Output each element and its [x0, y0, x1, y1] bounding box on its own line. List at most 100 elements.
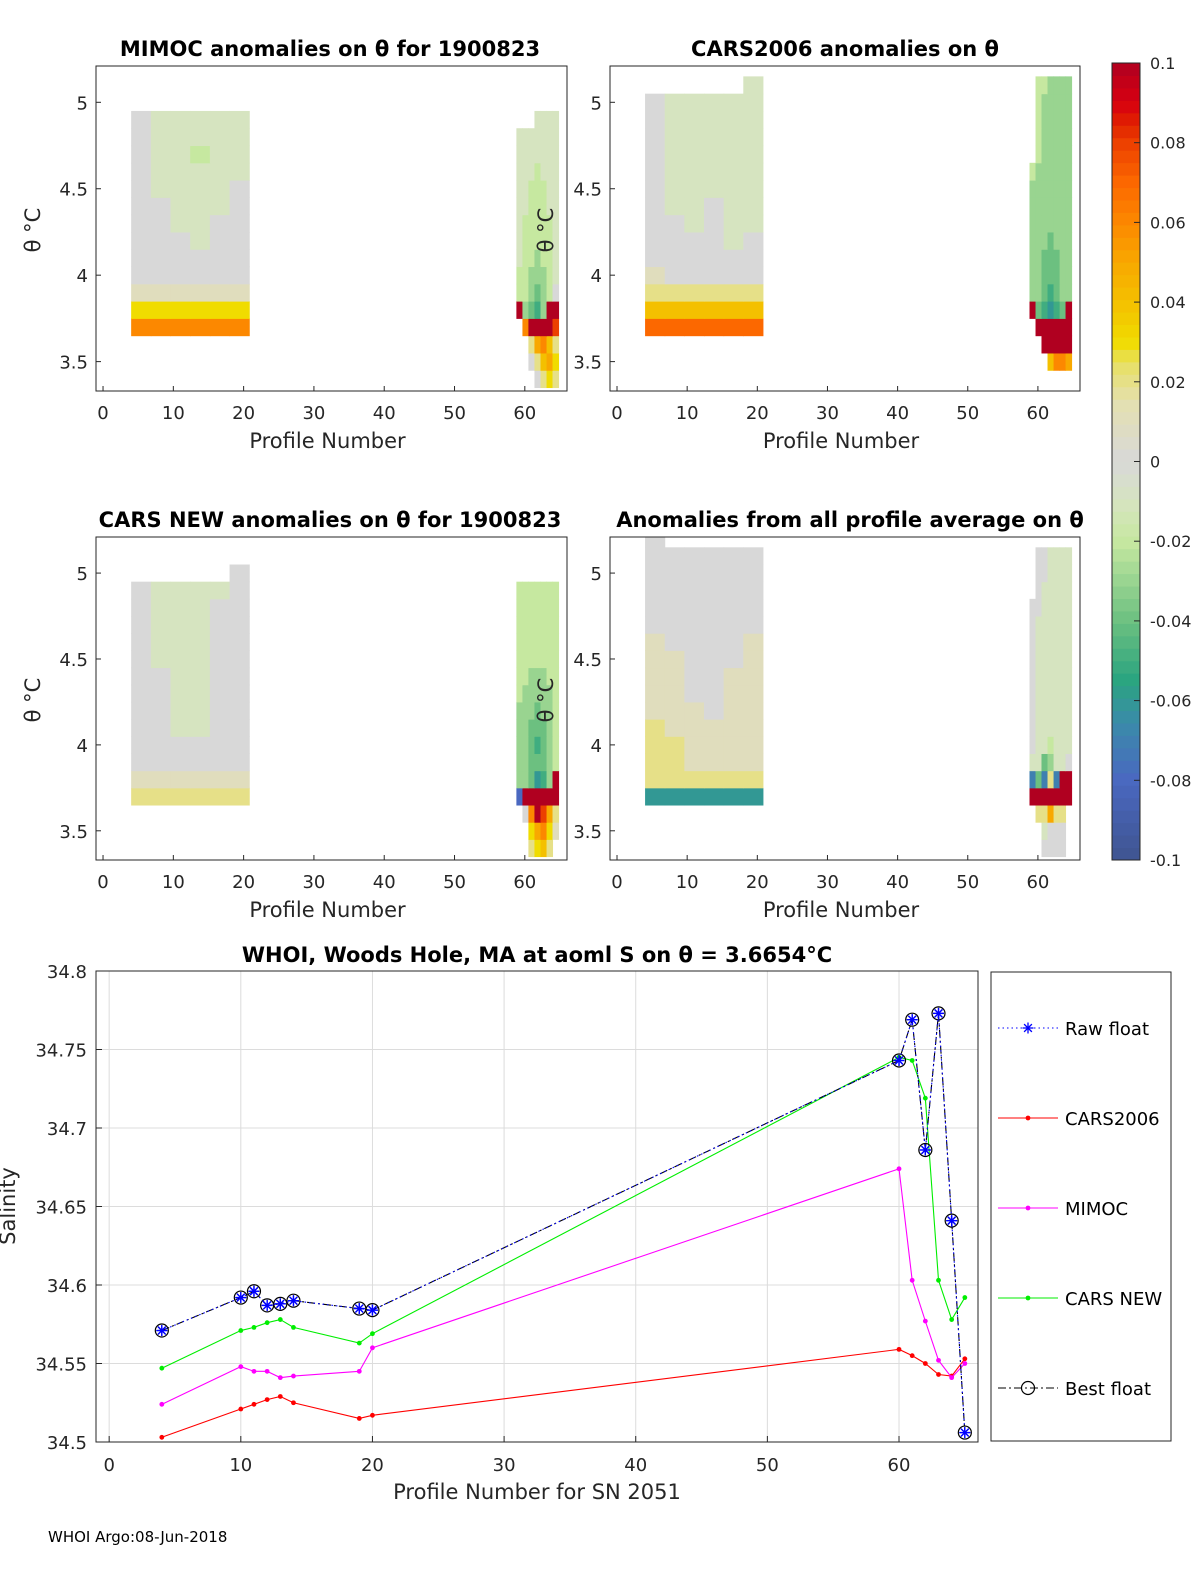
heatmap-cell [1053, 214, 1061, 233]
heatmap-cell [1035, 93, 1042, 112]
heatmap-cell [1035, 805, 1042, 823]
heatmap-cell [540, 684, 548, 703]
heatmap-cell [645, 650, 666, 669]
heatmap-cell [1041, 616, 1049, 634]
x-tick-label: 20 [746, 872, 769, 893]
heatmap-cell [190, 701, 211, 720]
legend-entry-cars2006: CARS2006 [998, 1109, 1160, 1130]
heatmap-cell [534, 180, 541, 198]
heatmap-cell [516, 145, 523, 164]
x-tick-label: 40 [886, 403, 909, 424]
colorbar-swatch [1112, 299, 1140, 313]
colorbar-tick-label: 0.06 [1150, 213, 1186, 232]
heatmap-cell [704, 547, 725, 565]
heatmap-cell [546, 352, 554, 371]
heatmap-cell [1053, 719, 1061, 737]
heatmap-cell [209, 162, 231, 181]
heatmap-cell [684, 581, 705, 600]
heatmap-cell [1059, 564, 1067, 583]
heatmap-cell [645, 231, 666, 250]
data-point-raw-float [933, 1007, 945, 1019]
heatmap-cell [170, 633, 191, 651]
heatmap-cell [546, 180, 554, 198]
heatmap-cell [528, 719, 535, 737]
heatmap-cell [1065, 667, 1073, 686]
heatmap-cell [1029, 180, 1037, 198]
heatmap-cell [209, 753, 231, 772]
y-tick-label: 4.5 [59, 180, 88, 201]
heatmap-cell [534, 145, 541, 164]
heatmap-cell [723, 598, 744, 617]
heatmap-cell [528, 180, 535, 198]
colorbar-swatch [1112, 374, 1140, 388]
heatmap-cell [1053, 110, 1061, 129]
x-tick-label: 50 [956, 872, 979, 893]
heatmap-cell [209, 180, 231, 198]
heatmap-cell [546, 283, 554, 302]
heatmap-cell [1065, 787, 1073, 806]
heatmap-cell [534, 787, 541, 806]
colorbar-swatch [1112, 660, 1140, 674]
heatmap-cell [1047, 110, 1055, 129]
heatmap-cell [1047, 822, 1055, 840]
heatmap-cell [190, 650, 211, 669]
heatmap-cell [664, 162, 685, 181]
x-tick-label: 30 [816, 403, 839, 424]
heatmap-cell [522, 266, 529, 285]
heatmap-cell [684, 598, 705, 617]
heatmap-cell [645, 787, 666, 806]
x-axis-label: Profile Number [763, 429, 920, 453]
heatmap-cell [645, 701, 666, 720]
heatmap-cell [131, 770, 152, 789]
x-tick-label: 0 [611, 403, 622, 424]
colorbar-tick-label: -0.02 [1150, 532, 1191, 551]
colorbar-swatch [1112, 822, 1140, 836]
heatmap-cell [209, 197, 231, 216]
heatmap-cell [209, 719, 231, 737]
heatmap-cell [1053, 197, 1061, 216]
heatmap-cell [704, 180, 725, 198]
heatmap-cell [1047, 231, 1055, 250]
heatmap-cell [131, 318, 152, 337]
heatmap-cell [1053, 753, 1061, 772]
heatmap-cell [704, 701, 725, 720]
data-point-asterisk-stroke [960, 1428, 970, 1437]
heatmap-cell [723, 633, 744, 651]
heatmap-cell [209, 318, 231, 337]
heatmap-cell [516, 701, 523, 720]
heatmap-cell [684, 616, 705, 634]
data-point-circle [246, 1284, 262, 1299]
heatmap-cell [150, 162, 172, 181]
heatmap-cell [704, 581, 725, 600]
heatmap-cell [664, 145, 685, 164]
heatmap-cell [1059, 547, 1067, 565]
heatmap-cell [1053, 249, 1061, 268]
heatmap-cell [131, 162, 152, 181]
data-point [251, 1368, 257, 1374]
data-point-raw-float [946, 1215, 958, 1227]
heatmap-cell [546, 701, 554, 720]
heatmap-cell [1047, 564, 1055, 583]
x-tick-label: 50 [443, 403, 466, 424]
heatmap-cell [1035, 787, 1042, 806]
heatmap-cell [534, 249, 541, 268]
heatmap-cell [546, 633, 554, 651]
heatmap-cell [546, 214, 554, 233]
data-point-raw-float [353, 1303, 365, 1315]
heatmap-cell [1047, 753, 1055, 772]
heatmap-cell [170, 283, 191, 302]
heatmap-panel-cars_new: 0 10 20 30 40 50 60 3.5 4 4.5 5 CARS NEW anomalies … [21, 508, 568, 922]
heatmap-cell [170, 616, 191, 634]
heatmap-cell [131, 719, 152, 737]
heatmap-cell [1065, 335, 1073, 354]
heatmap-cell [1041, 128, 1049, 147]
data-point [277, 1317, 283, 1322]
data-point-dot [1025, 1115, 1031, 1121]
data-point-dot [896, 1166, 902, 1172]
heatmap-cell [170, 110, 191, 129]
heatmap-cell [1053, 564, 1061, 583]
y-tick-label: 34.75 [35, 1041, 87, 1062]
heatmap-cell [190, 249, 211, 268]
heatmap-cell [743, 110, 764, 129]
heatmap-cell [229, 667, 250, 686]
